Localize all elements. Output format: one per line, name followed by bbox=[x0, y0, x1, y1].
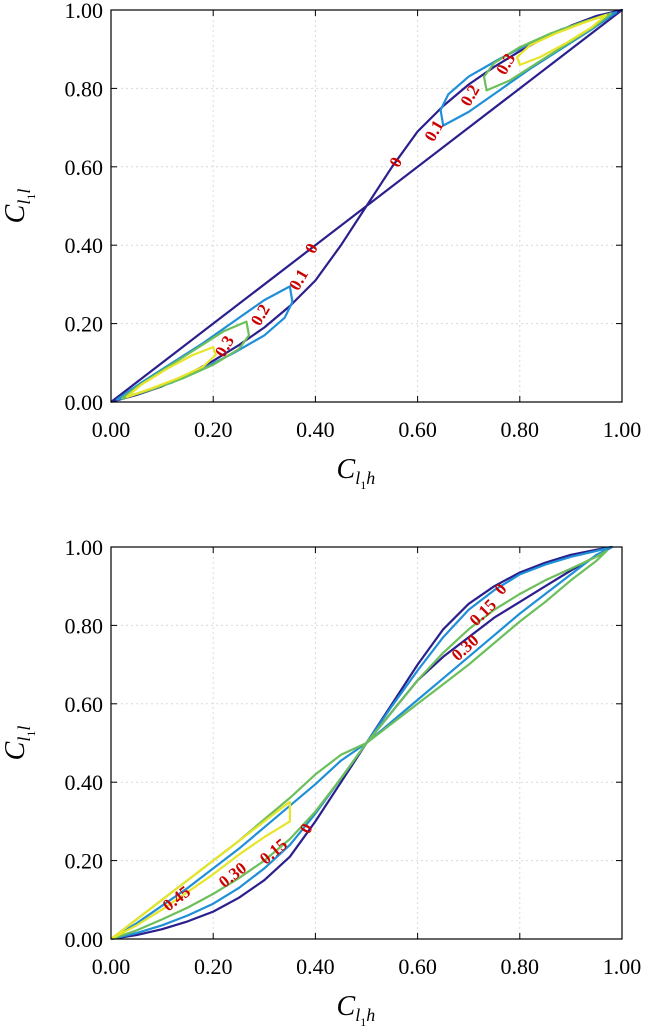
x-tick-label: 0.80 bbox=[501, 417, 540, 442]
x-tick-label: 0.60 bbox=[398, 417, 437, 442]
x-axis-label: Cl1h bbox=[337, 991, 376, 1026]
x-tick-label: 0.60 bbox=[398, 954, 437, 979]
contour-label: 0.1 bbox=[285, 266, 312, 294]
x-tick-label: 0.40 bbox=[296, 417, 335, 442]
x-tick-label: 1.00 bbox=[603, 417, 642, 442]
y-tick-label: 1.00 bbox=[65, 0, 104, 23]
plot-frame bbox=[110, 546, 623, 940]
contour-line-0.3 bbox=[516, 13, 608, 66]
contour-label: 0.30 bbox=[448, 631, 483, 665]
y-tick-label: 1.00 bbox=[65, 535, 104, 560]
contour-label: 0.1 bbox=[421, 117, 448, 145]
y-tick-label: 0.40 bbox=[65, 770, 104, 795]
contour-label: 0.15 bbox=[466, 595, 500, 629]
x-axis-label: Cl1h bbox=[337, 454, 376, 492]
x-tick-label: 0.40 bbox=[296, 954, 335, 979]
x-tick-label: 0.00 bbox=[92, 417, 131, 442]
x-tick-label: 0.00 bbox=[92, 954, 131, 979]
contour-label: 0.2 bbox=[247, 301, 274, 329]
y-tick-label: 0.20 bbox=[65, 849, 104, 874]
y-tick-label: 0.60 bbox=[65, 155, 104, 180]
contour-line-0 bbox=[110, 545, 613, 941]
x-tick-label: 0.20 bbox=[194, 954, 233, 979]
x-tick-label: 1.00 bbox=[603, 954, 642, 979]
contour-line-0.45 bbox=[110, 800, 291, 940]
contour-label: 0 bbox=[385, 154, 406, 170]
contour-line-0 bbox=[110, 8, 624, 404]
y-tick-label: 0.00 bbox=[65, 390, 104, 415]
y-tick-label: 0.80 bbox=[65, 613, 104, 638]
y-tick-label: 0.20 bbox=[65, 312, 104, 337]
y-axis-label: Cl1l bbox=[0, 726, 38, 761]
x-tick-label: 0.20 bbox=[194, 417, 233, 442]
y-tick-label: 0.40 bbox=[65, 233, 104, 258]
y-tick-label: 0.80 bbox=[65, 76, 104, 101]
contour-line-0.30 bbox=[365, 549, 608, 744]
y-axis-label: Cl1l bbox=[0, 189, 38, 224]
y-tick-label: 0.60 bbox=[65, 692, 104, 717]
x-tick-label: 0.80 bbox=[501, 954, 540, 979]
plot-frame bbox=[110, 9, 623, 403]
chart-1: 0.00 0.20 0.40 0.60 0.80 1.000.000.200.400.60… bbox=[0, 0, 641, 492]
chart-2: 0.00 0.20 0.40 0.60 0.80 1.00 0.00 0.20 0.40 0.60… bbox=[0, 535, 641, 1026]
y-tick-label: 0.00 bbox=[65, 927, 104, 952]
contour-line-0.3 bbox=[125, 346, 217, 399]
